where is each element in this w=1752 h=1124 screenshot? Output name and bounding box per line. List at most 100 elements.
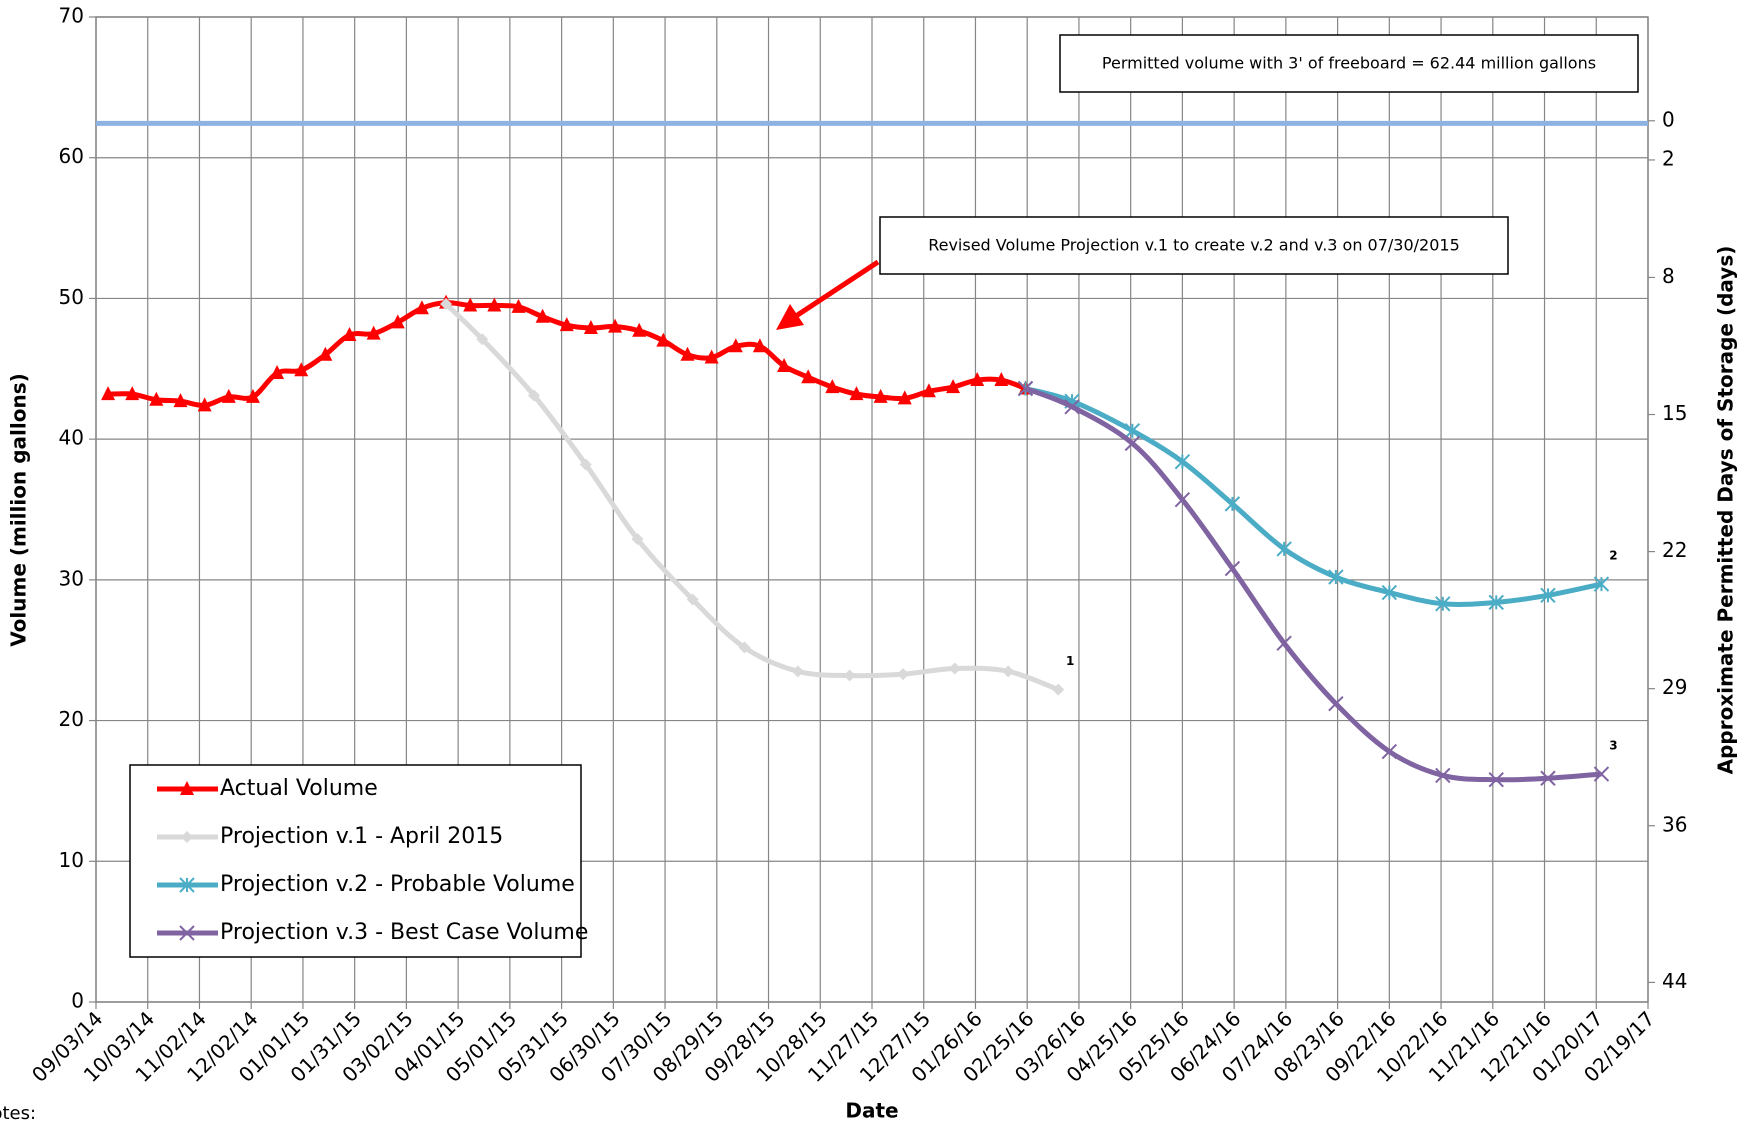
data-point (528, 389, 541, 402)
data-point (680, 346, 695, 361)
data-point (1174, 491, 1191, 508)
y2-tick-label: 22 (1662, 538, 1687, 562)
data-point (777, 357, 792, 372)
y-tick-label: 60 (59, 144, 84, 168)
data-point (921, 383, 936, 398)
legend-marker (180, 781, 194, 795)
data-point (487, 297, 502, 312)
data-point (849, 386, 864, 401)
data-point (1328, 695, 1344, 712)
data-point (414, 300, 429, 315)
data-point (1488, 771, 1504, 788)
legend-label: Projection v.2 - Probable Volume (220, 872, 575, 897)
legend-label: Actual Volume (220, 776, 378, 801)
data-point (1381, 584, 1398, 601)
y-tick-label: 20 (59, 707, 84, 731)
data-point (1593, 766, 1610, 782)
y2-tick-label: 2 (1662, 146, 1675, 170)
y2-tick-label: 29 (1662, 675, 1687, 699)
data-point (1328, 569, 1344, 585)
data-point (1276, 635, 1292, 651)
data-point (476, 333, 489, 346)
data-point (173, 393, 188, 408)
data-point (390, 314, 405, 329)
data-point (1276, 541, 1292, 557)
y2-tick-label: 44 (1662, 969, 1687, 993)
y-tick-label: 0 (71, 989, 84, 1013)
data-point (1224, 560, 1241, 577)
data-point (1381, 743, 1398, 760)
data-point (728, 338, 743, 353)
legend-marker (179, 925, 195, 941)
data-point (948, 662, 961, 675)
data-point (970, 372, 985, 387)
data-point (686, 593, 699, 606)
annotation: Revised Volume Projection v.1 to create … (928, 236, 1460, 255)
y-tick-label: 70 (59, 4, 84, 28)
series-line (444, 302, 1060, 692)
data-point (738, 641, 751, 654)
data-point (1224, 496, 1241, 512)
data-point (801, 369, 816, 384)
data-point (1002, 665, 1015, 678)
data-point (1064, 399, 1080, 415)
data-point (1540, 770, 1556, 786)
legend-box (129, 764, 582, 958)
y2-tick-label: 0 (1662, 107, 1675, 131)
data-point (125, 386, 140, 401)
y2-tick-label: 8 (1662, 264, 1675, 288)
data-point (608, 318, 623, 333)
data-point (579, 458, 592, 471)
data-point (463, 297, 478, 312)
data-point (946, 379, 961, 394)
y-tick-label: 30 (59, 566, 84, 590)
data-point (366, 325, 381, 340)
series-line (1024, 386, 1602, 607)
annotation: Permitted volume with 3' of freeboard = … (1102, 54, 1596, 73)
legend-marker (181, 831, 193, 843)
data-point (149, 391, 164, 406)
x-axis-label: Date (845, 1099, 898, 1123)
data-point (221, 388, 236, 403)
data-point (825, 379, 840, 394)
data-point (994, 372, 1009, 387)
data-point (318, 346, 333, 361)
legend-label: Projection v.1 - April 2015 (220, 824, 503, 849)
y2-tick-label: 15 (1662, 401, 1687, 425)
series-note: 1 (1066, 654, 1074, 668)
data-point (440, 298, 453, 311)
annotation-box (1059, 34, 1639, 93)
data-point (197, 397, 212, 412)
data-point (656, 332, 671, 347)
plot-frame (95, 16, 1649, 1003)
data-point (1124, 435, 1141, 452)
y-tick-label: 10 (59, 848, 84, 872)
data-point (1435, 767, 1451, 784)
series-note: 3 (1609, 739, 1617, 753)
data-point (270, 365, 285, 380)
y2-axis-label: Approximate Permitted Days of Storage (d… (1714, 246, 1738, 775)
legend-marker (179, 877, 195, 893)
data-point (1124, 422, 1141, 439)
data-point (511, 298, 526, 313)
data-point (1540, 587, 1556, 604)
data-point (1052, 683, 1065, 696)
data-point (752, 338, 767, 353)
data-point (1174, 453, 1191, 470)
arrow-shaft (791, 259, 880, 321)
notes-label: Notes: (0, 1103, 36, 1124)
data-point (342, 327, 357, 342)
data-point (897, 668, 910, 681)
data-point (101, 386, 116, 401)
arrow-head (776, 304, 804, 330)
data-point (873, 388, 888, 403)
legend-label: Projection v.3 - Best Case Volume (220, 920, 588, 945)
y-axis-label: Volume (million gallons) (7, 373, 31, 646)
data-point (559, 317, 574, 332)
y-tick-label: 50 (59, 285, 84, 309)
data-point (583, 319, 598, 334)
data-point (1593, 576, 1610, 592)
data-point (1435, 596, 1451, 612)
data-point (897, 390, 912, 405)
